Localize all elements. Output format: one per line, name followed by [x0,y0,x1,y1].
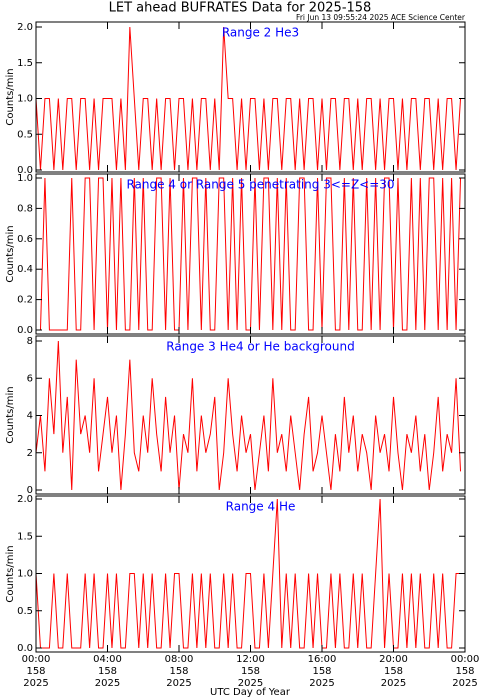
panel-title: Range 3 He4 or He background [166,340,354,354]
x-tick-day: 158 [26,666,45,677]
page-title: LET ahead BUFRATES Data for 2025-158 [109,1,372,16]
y-tick-label: 2 [27,448,33,459]
x-tick-year: 2025 [23,678,48,689]
x-tick-year: 2025 [95,678,120,689]
y-axis-label: Counts/min [5,225,16,282]
panel-title: Range 4 He [226,500,296,514]
y-tick-label: 6 [27,373,33,384]
y-tick-label: 0.4 [17,264,33,275]
y-tick-label: 0.5 [17,606,33,617]
y-axis-label: Counts/min [5,386,16,443]
x-tick-year: 2025 [166,678,191,689]
x-tick-year: 2025 [309,678,334,689]
x-tick-day: 158 [384,666,403,677]
y-tick-label: 0.0 [17,165,33,176]
x-tick-label: 08:00 [165,654,194,665]
data-line [35,340,462,491]
y-tick-label: 1.5 [17,58,33,69]
panel-title: Range 2 He3 [222,26,299,40]
x-tick-year: 2025 [452,678,477,689]
data-line [35,26,462,171]
data-line [36,177,462,331]
y-tick-label: 1.5 [17,531,33,542]
y-tick-label: 4 [27,411,33,422]
y-tick-label: 1.0 [17,94,33,105]
y-tick-label: 1.0 [17,569,33,580]
x-axis-label: UTC Day of Year [210,687,291,698]
y-axis-label: Counts/min [5,545,16,602]
y-tick-label: 0.2 [17,295,33,306]
x-tick-year: 2025 [381,678,406,689]
x-tick-day: 158 [241,666,260,677]
y-tick-label: 8 [27,336,33,347]
y-axis-label: Counts/min [5,68,16,125]
y-tick-label: 0 [27,485,33,496]
x-tick-label: 04:00 [93,654,122,665]
x-tick-day: 158 [169,666,188,677]
y-tick-label: 0.0 [17,325,33,336]
y-tick-label: 0.6 [17,234,33,245]
x-tick-day: 158 [98,666,117,677]
y-tick-label: 0.0 [17,643,33,654]
x-tick-label: 20:00 [379,654,408,665]
data-line [35,498,461,649]
x-tick-year: 2025 [238,678,263,689]
panel-title: Range 4 or Range 5 penetrating 3<=Z<=30 [126,178,394,192]
y-tick-label: 1.0 [17,173,33,184]
y-tick-label: 2.0 [17,494,33,505]
x-tick-label: 00:00 [22,654,51,665]
y-tick-label: 0.5 [17,129,33,140]
x-tick-day: 158 [455,666,474,677]
x-tick-day: 158 [312,666,331,677]
y-tick-label: 0.8 [17,203,33,214]
y-tick-label: 2.0 [17,22,33,33]
x-tick-label: 12:00 [236,654,265,665]
page-subtitle: Fri Jun 13 09:55:24 2025 ACE Science Cen… [296,13,466,22]
x-tick-label: 16:00 [308,654,337,665]
x-tick-label: 00:00 [451,654,479,665]
